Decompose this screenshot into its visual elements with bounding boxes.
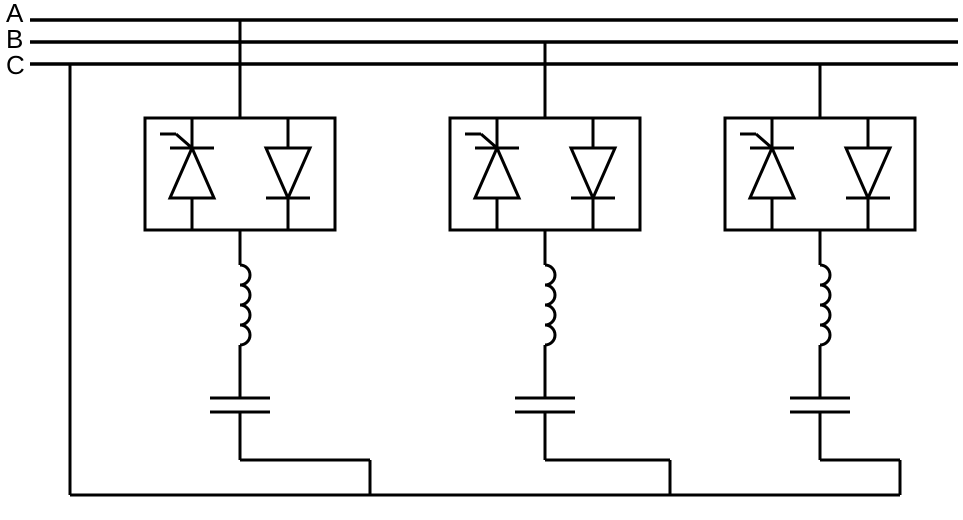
- delta-wiring: [70, 64, 900, 495]
- branch2-diode: [571, 118, 615, 230]
- branch-1: [145, 20, 335, 460]
- bus-lines: A B C: [6, 0, 958, 80]
- branch-3: [725, 64, 915, 460]
- branch3-thyristor: [740, 118, 794, 230]
- branch2-inductor: [545, 265, 555, 345]
- branch3-inductor: [820, 265, 830, 345]
- bus-label-c: C: [6, 50, 25, 80]
- circuit-diagram: A B C: [0, 0, 963, 520]
- return-wiring: [240, 460, 370, 495]
- branch1-inductor: [240, 265, 250, 345]
- branch3-diode: [846, 118, 890, 230]
- branch2-thyristor: [465, 118, 519, 230]
- branch-2: [450, 42, 640, 460]
- branch1-capacitor: [210, 398, 270, 412]
- branch3-capacitor: [790, 398, 850, 412]
- branch1-thyristor: [160, 118, 214, 230]
- branch2-capacitor: [515, 398, 575, 412]
- branch1-diode: [266, 118, 310, 230]
